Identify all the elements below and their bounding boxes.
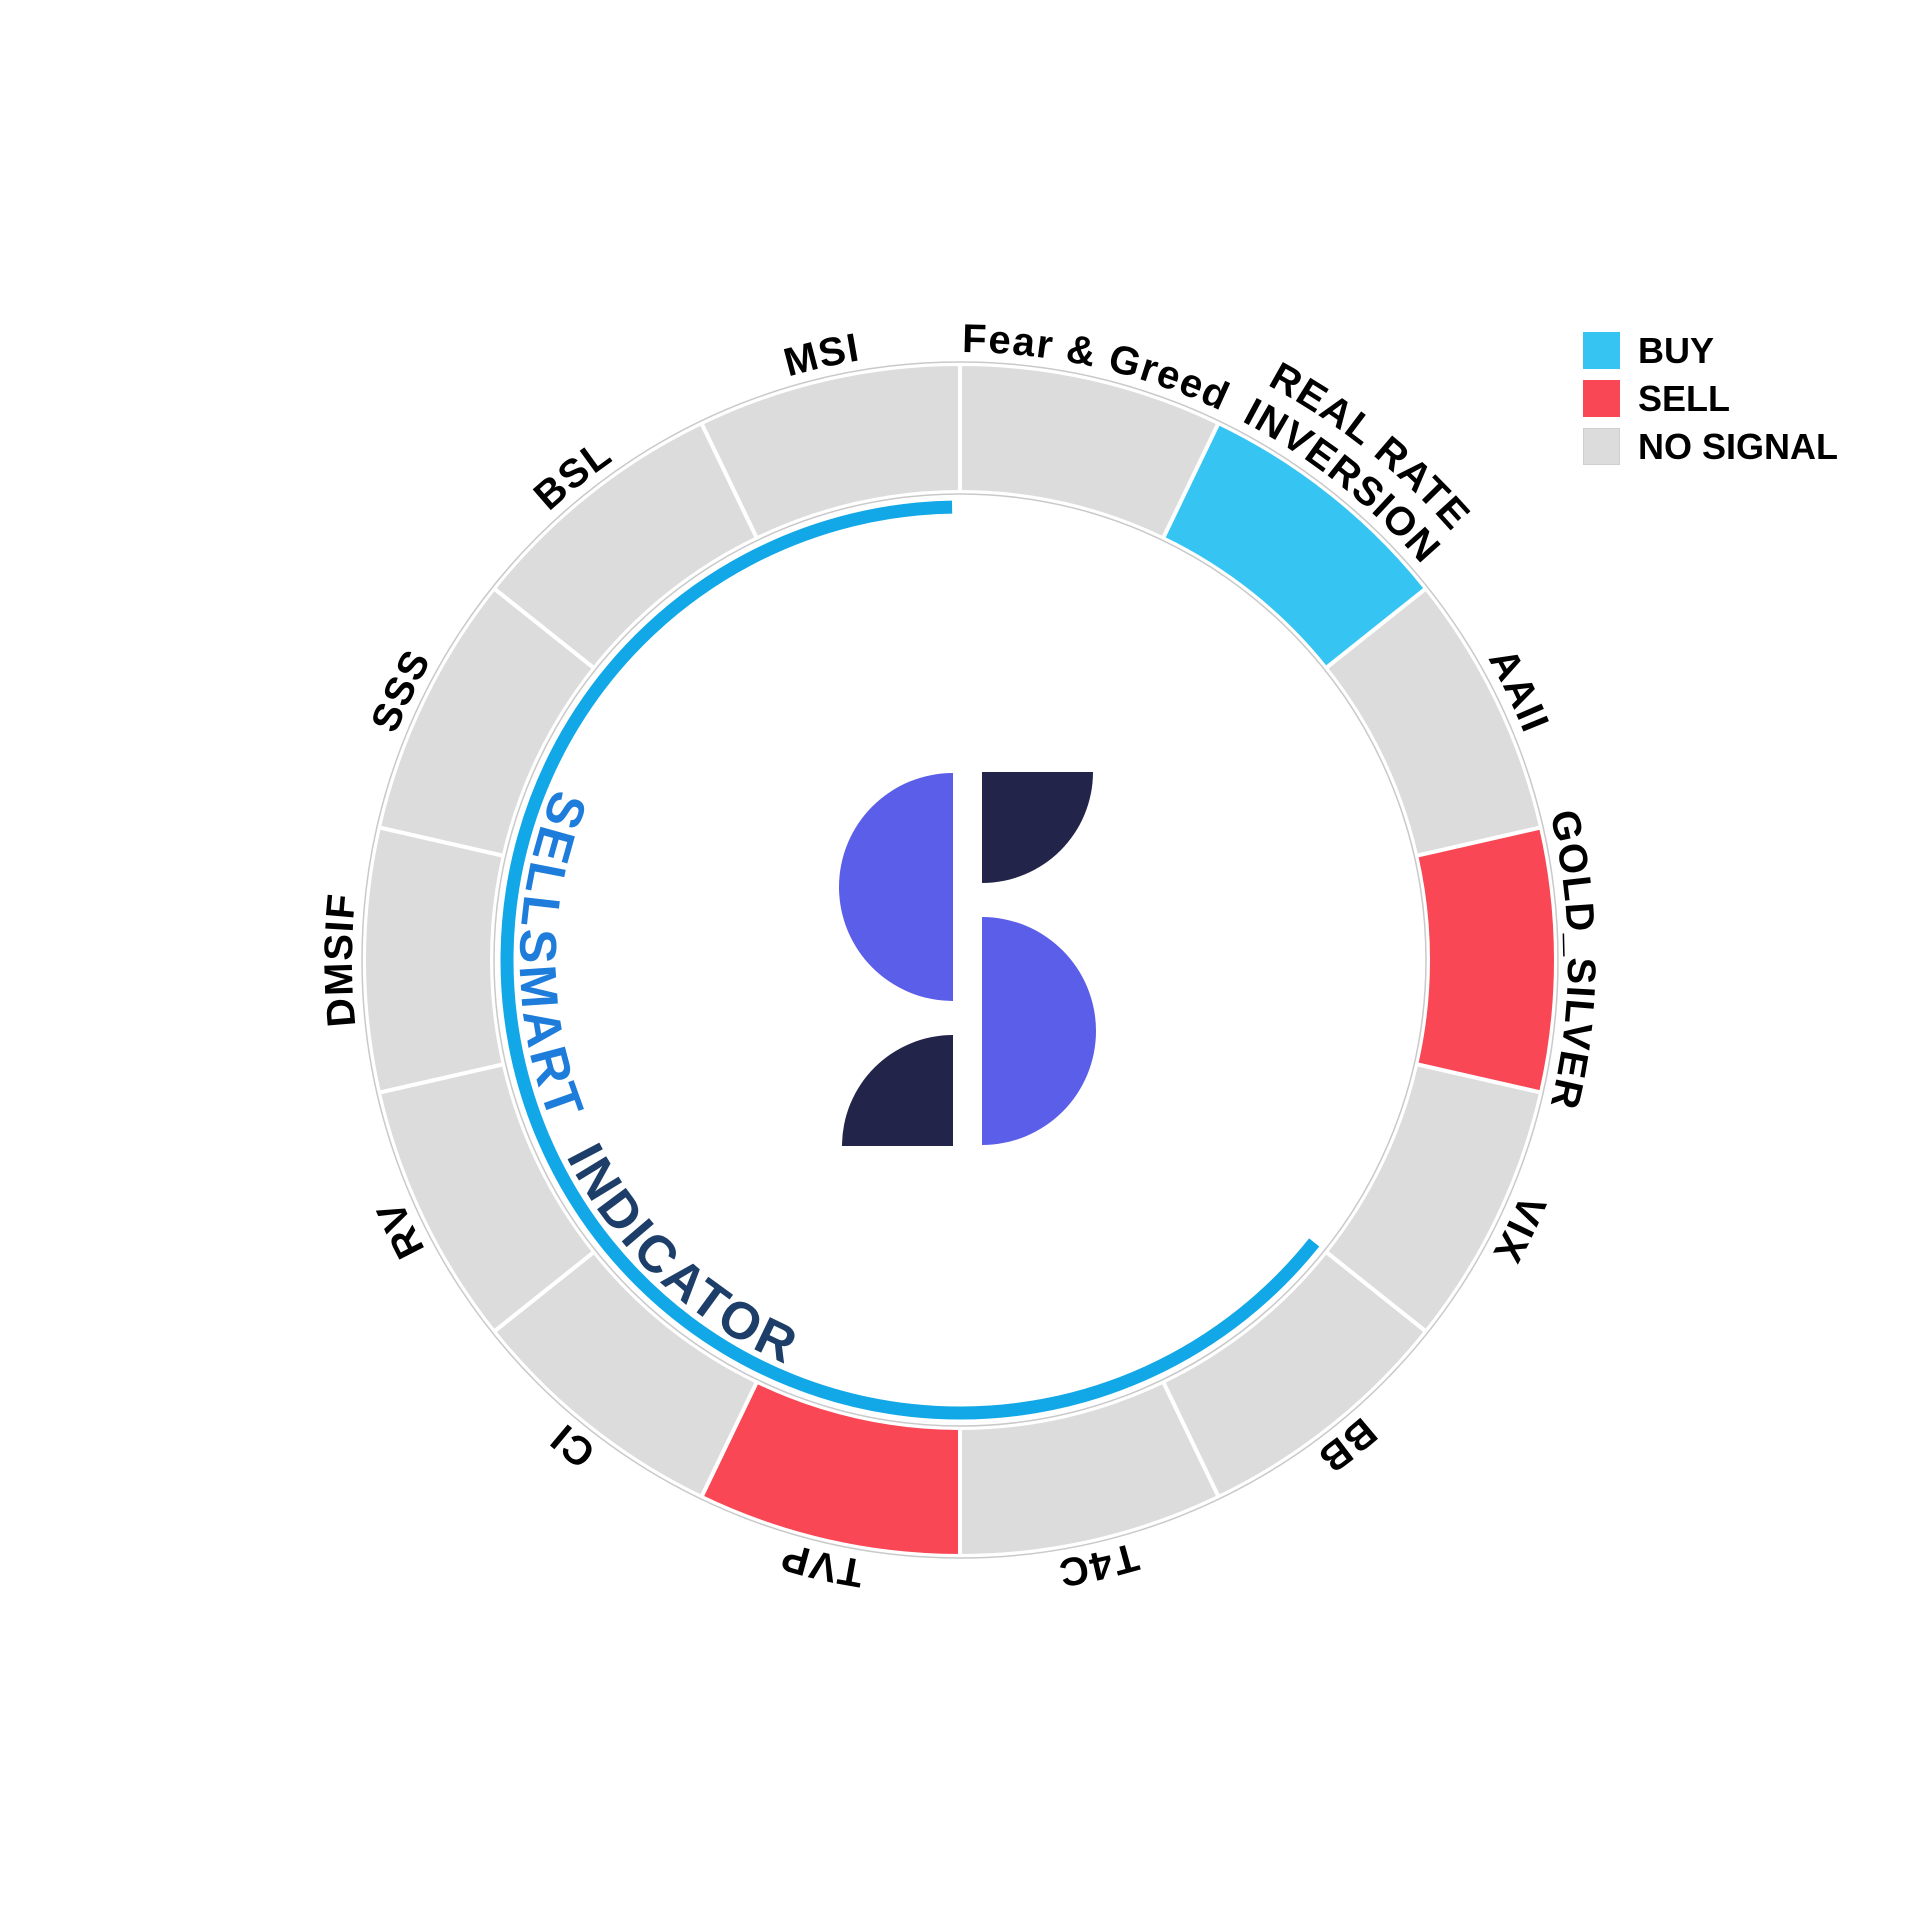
legend-swatch-sell <box>1583 380 1620 417</box>
legend-item-no-signal: NO SIGNAL <box>1583 428 1838 465</box>
progress-arc <box>500 500 1320 1420</box>
ring-inner-hairline <box>493 493 1427 1427</box>
ring-outer-hairline <box>361 361 1559 1559</box>
legend-label-buy: BUY <box>1638 330 1715 371</box>
segment-label-dmsif: DMSIF <box>317 891 365 1029</box>
legend: BUY SELL NO SIGNAL <box>1583 332 1838 465</box>
segment-gold-silver <box>1413 824 1559 1096</box>
legend-item-sell: SELL <box>1583 380 1838 417</box>
logo-top-right-quarter <box>982 772 1093 883</box>
sellsmart-logo <box>839 772 1096 1146</box>
logo-top-left-half-disk <box>839 773 953 1001</box>
legend-swatch-no-signal <box>1583 428 1620 465</box>
segment-dmsif <box>361 824 507 1096</box>
legend-item-buy: BUY <box>1583 332 1838 369</box>
legend-label-sell: SELL <box>1638 378 1731 419</box>
legend-swatch-buy <box>1583 332 1620 369</box>
logo-bottom-right-half-disk <box>982 917 1096 1145</box>
legend-label-no-signal: NO SIGNAL <box>1638 426 1839 467</box>
logo-bottom-left-quarter <box>842 1035 953 1146</box>
segment-msi <box>698 361 962 542</box>
